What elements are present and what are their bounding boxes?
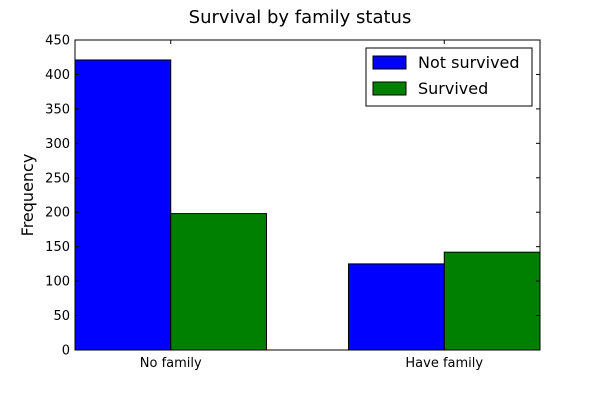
legend-items: Not survived Survived (372, 53, 520, 98)
y-tick-label: 350 (45, 102, 70, 117)
y-tick-label: 450 (45, 34, 70, 49)
legend: Not survived Survived (365, 47, 533, 107)
y-tick-label: 100 (45, 275, 70, 290)
y-tick-label: 0 (62, 344, 70, 359)
x-axis: No family Have family (140, 40, 483, 371)
bar-survived-have-family (443, 251, 541, 351)
y-axis-label: Frequency (18, 154, 37, 237)
bar-not-survived-have-family (348, 263, 445, 351)
bar-not-survived-no-family (74, 59, 172, 351)
y-tick-label: 400 (45, 68, 70, 83)
x-tick-label: Have family (405, 356, 483, 371)
legend-label-survived: Survived (418, 79, 488, 98)
legend-swatch-survived (372, 81, 407, 96)
y-tick-label: 200 (45, 206, 70, 221)
y-tick-label: 50 (53, 309, 70, 324)
y-axis: 0 50 100 150 200 250 300 350 400 450 (45, 34, 540, 359)
chart-title: Survival by family status (189, 7, 412, 28)
bar-survived-no-family (170, 213, 267, 351)
legend-label-not-survived: Not survived (418, 53, 520, 72)
plot-area: 0 50 100 150 200 250 300 350 400 450 No family Hav… (45, 34, 541, 371)
bars-layer (74, 59, 541, 351)
y-tick-label: 150 (45, 240, 70, 255)
x-tick-label: No family (140, 356, 202, 371)
y-tick-label: 250 (45, 171, 70, 186)
legend-swatch-not-survived (372, 55, 407, 70)
y-tick-label: 300 (45, 137, 70, 152)
